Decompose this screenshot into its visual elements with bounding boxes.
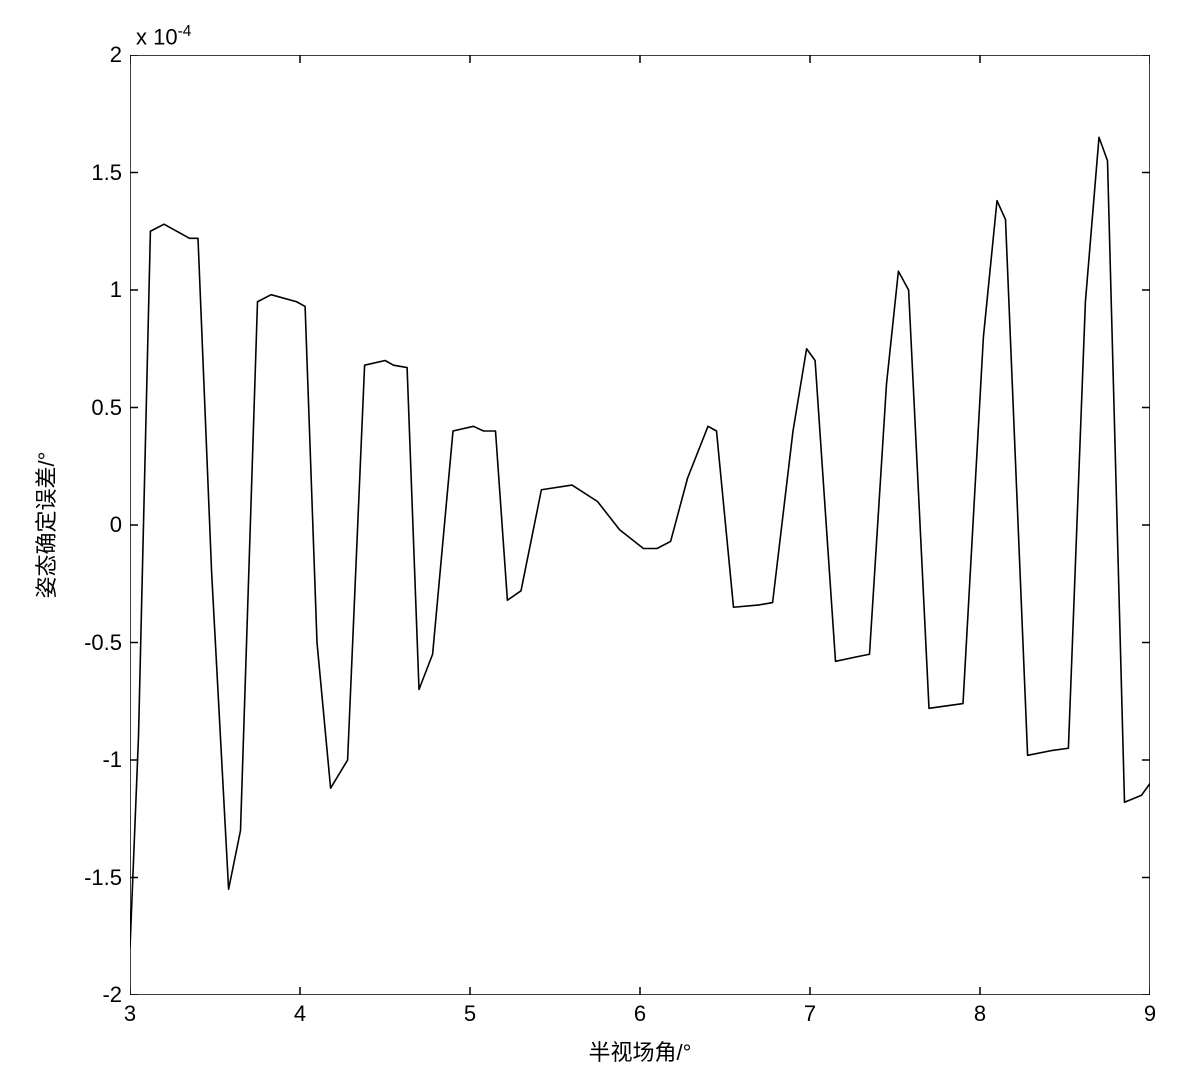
y-axis-label: 姿态确定误差/°: [29, 452, 61, 599]
x-tick-label: 6: [634, 1001, 646, 1027]
x-axis-label-text: 半视场角/°: [589, 1040, 692, 1065]
exponent-prefix: x 10: [136, 24, 178, 49]
chart-svg: [130, 55, 1150, 995]
x-tick-label: 8: [974, 1001, 986, 1027]
y-axis-exponent: x 10-4: [136, 23, 191, 50]
y-axis-label-text: 姿态确定误差/°: [34, 452, 59, 599]
exponent-power: -4: [178, 23, 192, 40]
x-tick-label: 4: [294, 1001, 306, 1027]
y-tick-label: -1: [102, 747, 122, 773]
figure: x 10-4 半视场角/° 姿态确定误差/° 3 4 5 6 7 8 9 -2 -1.5 -1 -…: [0, 0, 1202, 1072]
x-tick-label: 3: [124, 1001, 136, 1027]
y-tick-label: -2: [102, 982, 122, 1008]
y-tick-label: -1.5: [84, 865, 122, 891]
x-tick-label: 7: [804, 1001, 816, 1027]
y-tick-label: 0: [110, 512, 122, 538]
x-tick-label: 5: [464, 1001, 476, 1027]
y-tick-label: 0.5: [91, 395, 122, 421]
y-tick-label: 1.5: [91, 160, 122, 186]
x-tick-label: 9: [1144, 1001, 1156, 1027]
y-tick-label: -0.5: [84, 630, 122, 656]
y-tick-label: 2: [110, 42, 122, 68]
y-tick-label: 1: [110, 277, 122, 303]
plot-area: [130, 55, 1150, 995]
x-axis-label: 半视场角/°: [589, 1035, 692, 1067]
